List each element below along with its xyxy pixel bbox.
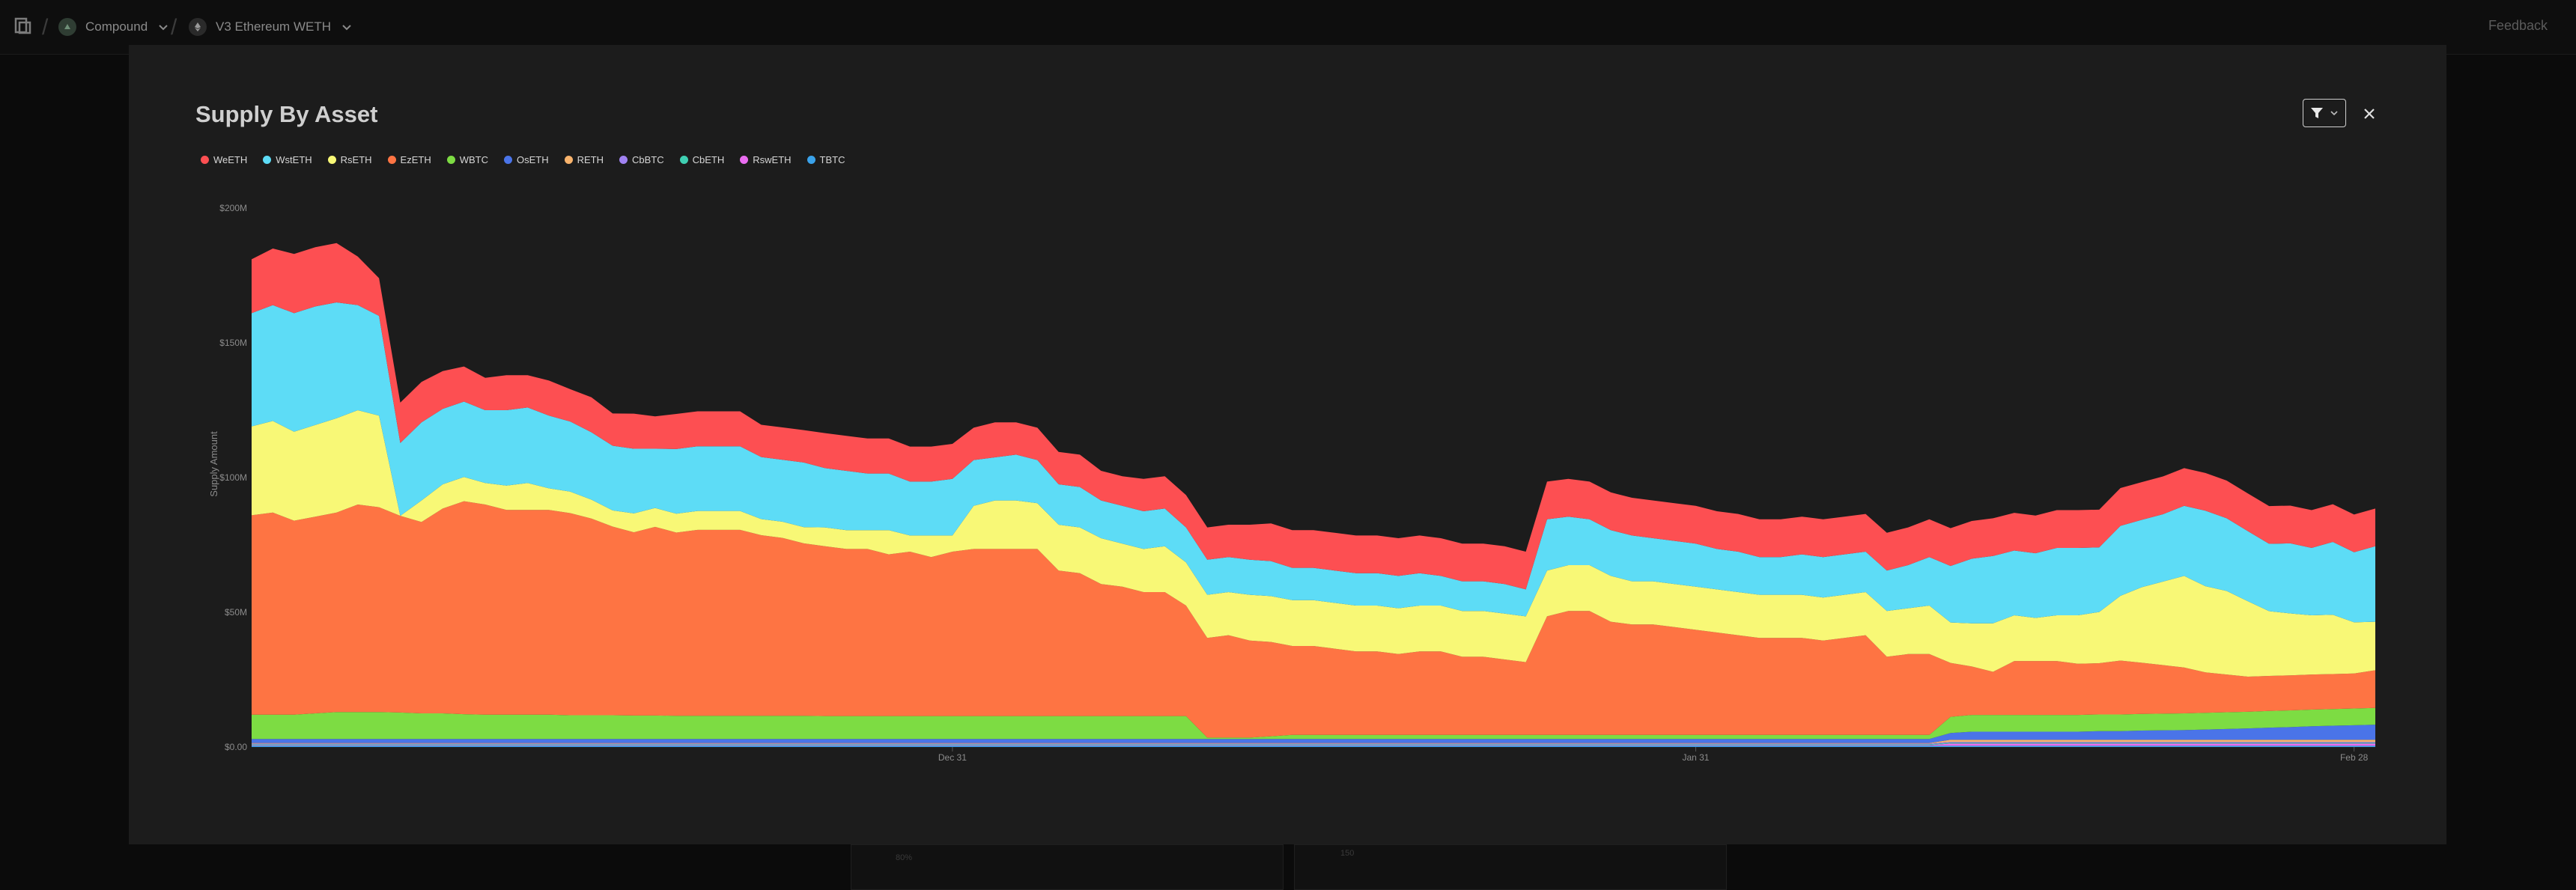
chevron-down-icon — [159, 25, 168, 31]
chart-legend: WeETH WstETH RsETH EzETH WBTC OsETH RETH… — [201, 154, 845, 165]
area-series-rseth[interactable] — [252, 410, 2375, 677]
legend-label: EzETH — [400, 154, 431, 165]
legend-label: RsETH — [340, 154, 372, 165]
x-tick-label: Feb 28 — [2340, 752, 2369, 763]
background-card — [1294, 844, 1727, 890]
area-series-cbeth[interactable] — [252, 743, 2375, 746]
compound-icon — [58, 18, 76, 36]
area-series-cbbtc[interactable] — [252, 742, 2375, 745]
close-icon[interactable] — [2360, 105, 2378, 123]
legend-swatch — [740, 156, 749, 164]
x-tick-label: Dec 31 — [938, 752, 967, 763]
legend-item-cbbtc[interactable]: CbBTC — [619, 154, 664, 165]
y-tick-label: $50M — [225, 607, 247, 618]
legend-label: CbBTC — [632, 154, 664, 165]
breadcrumb-protocol-label: Compound — [85, 19, 148, 34]
legend-label: WstETH — [276, 154, 312, 165]
area-series-tbtc[interactable] — [252, 746, 2375, 747]
legend-label: RETH — [577, 154, 604, 165]
legend-label: RswETH — [753, 154, 792, 165]
chevron-down-icon — [342, 25, 351, 31]
filter-icon — [2311, 108, 2323, 118]
legend-swatch — [619, 156, 628, 164]
legend-item-reth[interactable]: RETH — [564, 154, 604, 165]
y-tick-label: $150M — [219, 338, 247, 348]
legend-swatch — [201, 156, 209, 164]
y-tick-label: $200M — [219, 203, 247, 213]
background-card — [851, 844, 1284, 890]
breadcrumb-separator: / — [171, 15, 177, 40]
ethereum-icon — [189, 18, 207, 36]
breadcrumb-separator: / — [42, 15, 49, 40]
area-series-oseth[interactable] — [252, 725, 2375, 743]
feedback-link[interactable]: Feedback — [2488, 18, 2548, 33]
breadcrumb-market-label: V3 Ethereum WETH — [216, 19, 331, 34]
legend-label: TBTC — [819, 154, 845, 165]
legend-swatch — [504, 156, 512, 164]
modal-title: Supply By Asset — [195, 101, 378, 127]
y-tick-label: $100M — [219, 472, 247, 483]
area-series-weeth[interactable] — [252, 243, 2375, 590]
x-axis: Dec 31 Jan 31 Feb 28 — [938, 747, 2369, 763]
legend-item-wbtc[interactable]: WBTC — [446, 154, 488, 165]
area-series-wbtc[interactable] — [252, 707, 2375, 740]
legend-swatch — [327, 156, 336, 164]
legend-label: WBTC — [459, 154, 488, 165]
background-label: 80% — [896, 853, 913, 862]
filter-button[interactable] — [2303, 99, 2346, 127]
y-axis: $0.00 $50M $100M $150M $200M — [219, 203, 247, 752]
area-series-reth[interactable] — [252, 740, 2375, 744]
chevron-down-icon — [2330, 111, 2338, 116]
legend-swatch — [263, 156, 272, 164]
y-tick-label: $0.00 — [225, 742, 247, 752]
legend-item-weeth[interactable]: WeETH — [201, 154, 247, 165]
legend-item-oseth[interactable]: OsETH — [504, 154, 549, 165]
legend-label: WeETH — [213, 154, 248, 165]
legend-label: CbETH — [692, 154, 725, 165]
legend-item-wsteth[interactable]: WstETH — [263, 154, 312, 165]
legend-item-rseth[interactable]: RsETH — [327, 154, 372, 165]
legend-swatch — [387, 156, 396, 164]
chart-areas — [252, 243, 2375, 747]
app-logo-icon[interactable] — [13, 16, 33, 36]
area-series-ezeth[interactable] — [252, 501, 2375, 738]
legend-item-rsweth[interactable]: RswETH — [740, 154, 792, 165]
legend-swatch — [446, 156, 455, 164]
area-series-wsteth[interactable] — [252, 302, 2375, 624]
breadcrumb-market[interactable]: V3 Ethereum WETH — [189, 15, 353, 39]
legend-item-tbtc[interactable]: TBTC — [806, 154, 845, 165]
y-axis-title: Supply Amount — [208, 431, 219, 497]
legend-item-ezeth[interactable]: EzETH — [387, 154, 431, 165]
legend-label: OsETH — [517, 154, 549, 165]
background-label: 150 — [1340, 849, 1355, 858]
breadcrumb-protocol[interactable]: Compound — [58, 15, 170, 39]
legend-swatch — [679, 156, 688, 164]
chart-modal: Supply By Asset WeETH WstETH RsETH EzETH… — [129, 45, 2446, 844]
legend-item-cbeth[interactable]: CbETH — [679, 154, 725, 165]
legend-swatch — [806, 156, 815, 164]
legend-swatch — [564, 156, 573, 164]
stacked-area-chart: $0.00 $50M $100M $150M $200M Dec 31 Jan 31 Feb… — [208, 203, 2375, 763]
x-tick-label: Jan 31 — [1682, 752, 1709, 763]
